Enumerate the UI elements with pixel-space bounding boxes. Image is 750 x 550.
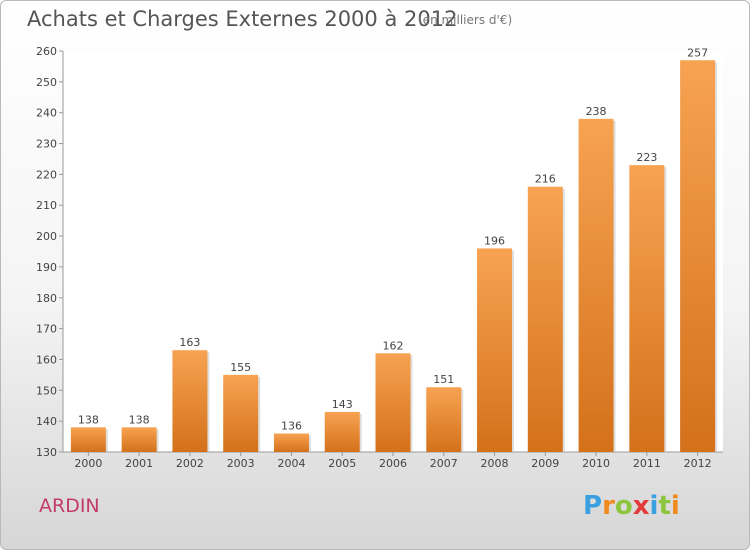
- commune-name: ARDIN: [39, 495, 100, 517]
- chart-subtitle: (en milliers d'€): [418, 13, 513, 27]
- x-tick-label: 2005: [328, 457, 356, 470]
- x-tick-label: 2007: [430, 457, 458, 470]
- chart-title: Achats et Charges Externes 2000 à 2012: [27, 7, 458, 31]
- logo-letter: t: [658, 491, 671, 521]
- data-label: 143: [332, 398, 353, 411]
- x-tick-label: 2001: [125, 457, 153, 470]
- data-label: 151: [433, 373, 454, 386]
- bar: [527, 186, 563, 452]
- data-label: 257: [687, 46, 708, 59]
- bar: [578, 118, 614, 452]
- logo-letter: i: [649, 491, 659, 521]
- y-tick-label: 140: [36, 415, 57, 428]
- logo-letter: o: [614, 491, 633, 521]
- bar: [324, 411, 360, 452]
- y-tick-label: 170: [36, 323, 57, 336]
- bar: [375, 353, 411, 452]
- bar: [273, 433, 309, 452]
- bar: [426, 387, 462, 452]
- x-tick-label: 2012: [684, 457, 712, 470]
- y-tick-label: 180: [36, 292, 57, 305]
- y-tick-label: 150: [36, 384, 57, 397]
- y-tick-label: 210: [36, 199, 57, 212]
- data-label: 136: [281, 419, 302, 432]
- bar: [629, 165, 665, 452]
- y-tick-label: 240: [36, 107, 57, 120]
- proxiti-logo: Proxiti: [583, 491, 680, 521]
- data-label: 138: [129, 413, 150, 426]
- y-tick-label: 220: [36, 168, 57, 181]
- x-tick-label: 2004: [277, 457, 305, 470]
- logo-letter: P: [583, 491, 603, 521]
- data-label: 163: [179, 336, 200, 349]
- x-tick-label: 2010: [582, 457, 610, 470]
- y-tick-label: 230: [36, 138, 57, 151]
- x-tick-label: 2011: [633, 457, 661, 470]
- logo-letter: r: [602, 491, 615, 521]
- x-tick-label: 2008: [481, 457, 509, 470]
- bar: [477, 248, 513, 452]
- x-tick-label: 2000: [74, 457, 102, 470]
- logo-letter: x: [632, 491, 650, 521]
- data-label: 196: [484, 234, 505, 247]
- y-tick-label: 200: [36, 230, 57, 243]
- data-label: 162: [383, 339, 404, 352]
- x-tick-label: 2006: [379, 457, 407, 470]
- y-tick-label: 130: [36, 446, 57, 459]
- logo-letter: i: [670, 491, 680, 521]
- y-tick-label: 260: [36, 45, 57, 58]
- x-tick-label: 2002: [176, 457, 204, 470]
- bar: [172, 350, 208, 452]
- bar: [121, 427, 157, 452]
- y-tick-label: 190: [36, 261, 57, 274]
- bar: [680, 60, 716, 452]
- data-label: 216: [535, 173, 556, 186]
- data-label: 223: [636, 151, 657, 164]
- y-tick-label: 250: [36, 76, 57, 89]
- bar: [70, 427, 106, 452]
- data-label: 155: [230, 361, 251, 374]
- y-tick-label: 160: [36, 353, 57, 366]
- bar: [223, 374, 259, 452]
- x-tick-label: 2003: [227, 457, 255, 470]
- x-tick-label: 2009: [531, 457, 559, 470]
- data-label: 138: [78, 413, 99, 426]
- data-label: 238: [586, 105, 607, 118]
